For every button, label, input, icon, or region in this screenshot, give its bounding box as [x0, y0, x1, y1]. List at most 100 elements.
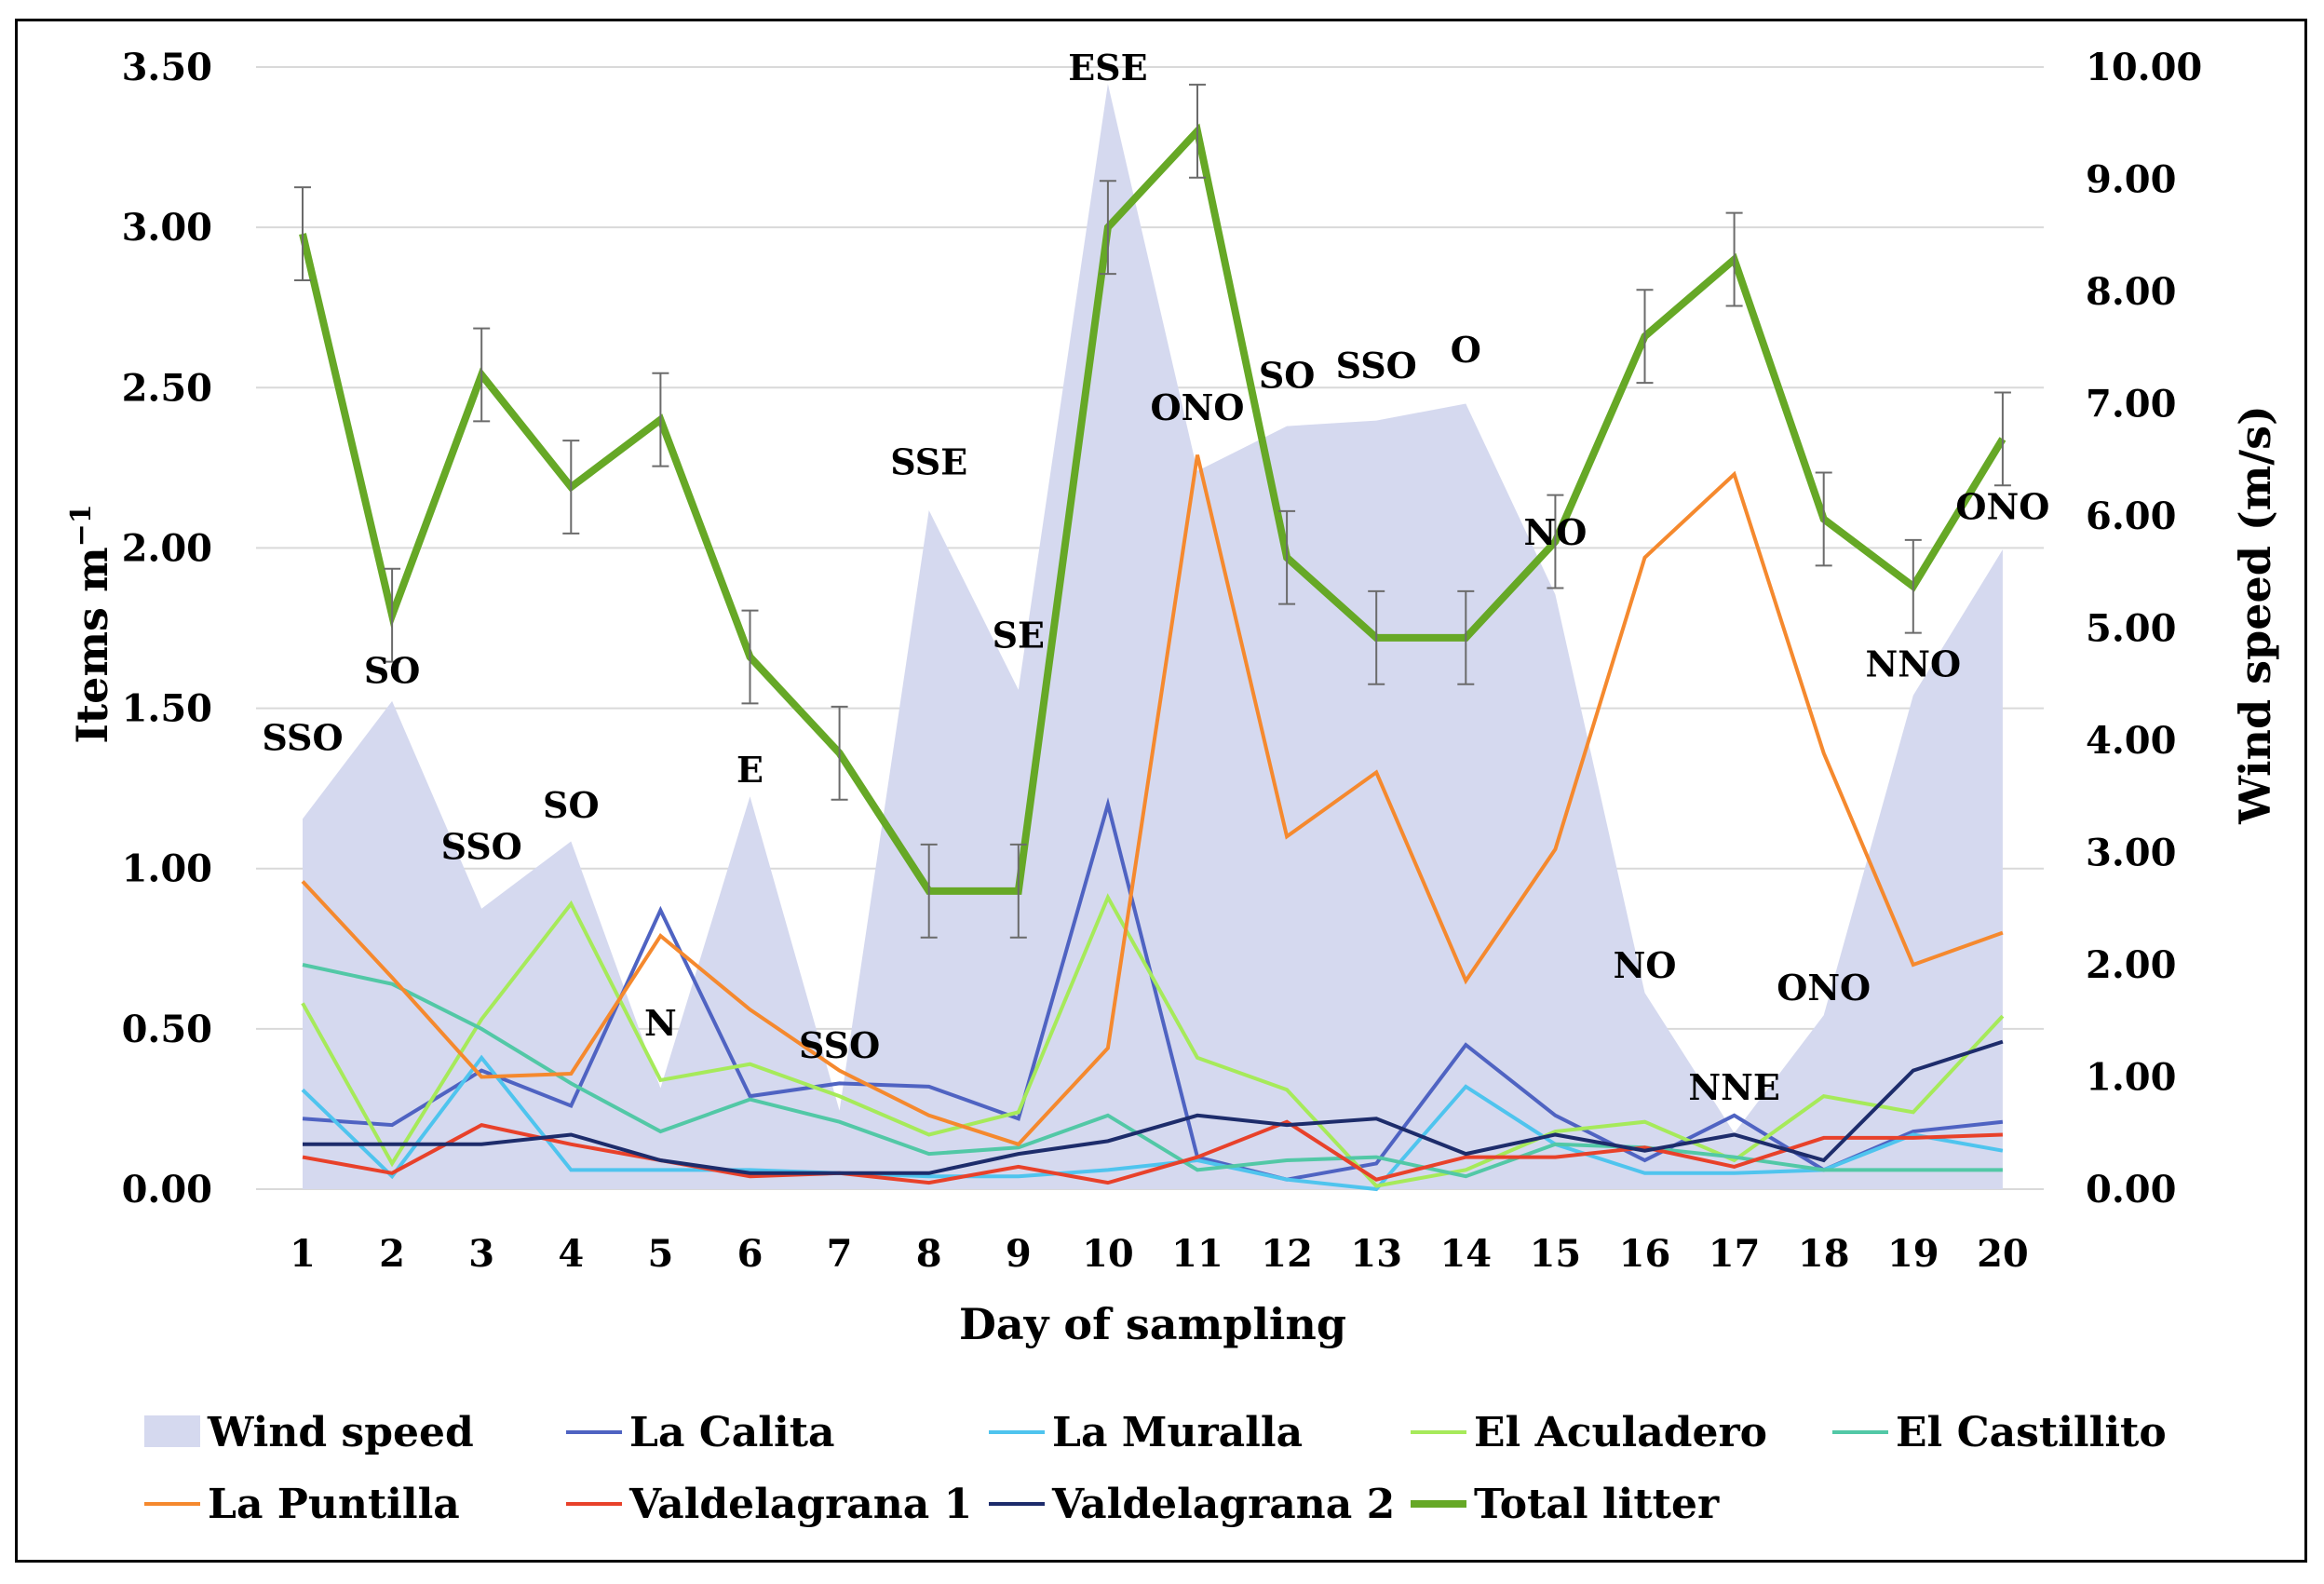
wind-direction-label: ONO	[1151, 386, 1245, 428]
x-tick-label: 4	[558, 1232, 584, 1276]
wind-direction-label: E	[736, 749, 763, 791]
wind-direction-label: SSO	[1336, 345, 1417, 386]
y-axis-title-exponent: −1	[65, 504, 98, 547]
y2-tick-label: 4.00	[2086, 719, 2176, 763]
error-bar	[741, 609, 759, 705]
legend-label: El Aculadero	[1474, 1409, 1767, 1456]
error-bars	[294, 83, 2011, 939]
legend-label: La Calita	[629, 1409, 835, 1456]
legend-item: El Aculadero	[1411, 1409, 1767, 1456]
x-tick-label: 2	[379, 1232, 405, 1276]
y-tick-label: 0.50	[122, 1008, 212, 1051]
y-tick-label: 2.50	[122, 366, 212, 410]
y-tick-label: 1.50	[122, 687, 212, 731]
x-tick-label: 16	[1619, 1232, 1671, 1276]
x-tick-label: 19	[1887, 1232, 1939, 1276]
error-bar	[1725, 211, 1743, 307]
legend-item: Valdelagrana 2	[989, 1481, 1395, 1528]
legend-item: La Puntilla	[144, 1481, 460, 1528]
wind-direction-label: SSO	[441, 826, 522, 868]
error-bar	[1636, 289, 1654, 385]
wind-direction-label: SO	[364, 649, 421, 691]
error-bar	[473, 327, 491, 423]
x-axis-title: Day of sampling	[959, 1299, 1346, 1349]
x-tick-label: 18	[1798, 1232, 1850, 1276]
error-bar	[1278, 509, 1296, 605]
wind-direction-label: NO	[1523, 511, 1587, 553]
x-tick-label: 9	[1006, 1232, 1032, 1276]
error-bar	[1815, 471, 1832, 567]
error-bar	[1009, 843, 1027, 939]
wind-direction-label: SE	[993, 614, 1045, 656]
series-line-la-muralla	[301, 1054, 2004, 1192]
wind-direction-label: NO	[1614, 944, 1677, 986]
wind-direction-label: SSE	[890, 440, 967, 482]
wind-direction-label: O	[1451, 329, 1481, 371]
x-tick-label: 7	[827, 1232, 853, 1276]
y2-tick-label: 2.00	[2086, 943, 2176, 987]
figure-frame	[15, 19, 2307, 1563]
error-bar	[1904, 538, 1922, 634]
x-tick-label: 20	[1977, 1232, 2029, 1276]
y-tick-label: 1.00	[122, 847, 212, 891]
x-tick-label: 15	[1530, 1232, 1582, 1276]
legend-item: Wind speed	[144, 1409, 474, 1456]
y2-tick-label: 5.00	[2086, 607, 2176, 651]
legend-item: Valdelagrana 1	[566, 1481, 972, 1528]
legend-label: El Castillito	[1896, 1409, 2167, 1456]
axis-ticks: 0.00 0.50 1.00 1.50 2.00 2.50 3.00 3.50 0.00 1.00…	[122, 46, 2203, 1276]
series-line-el-castillito	[302, 963, 2003, 1179]
y-tick-label: 2.00	[122, 526, 212, 570]
wind-direction-label: SO	[543, 784, 600, 826]
error-bar	[1368, 589, 1385, 685]
x-tick-label: 6	[737, 1232, 763, 1276]
legend: Wind speed La Calita La Muralla El Aculader…	[144, 1409, 2167, 1528]
x-tick-label: 8	[916, 1232, 942, 1276]
error-bar	[1189, 83, 1206, 179]
error-bar	[384, 567, 401, 663]
series-line-la-puntilla	[301, 454, 2004, 1147]
wind-direction-label: SSO	[262, 717, 343, 759]
wind-direction-label: ONO	[1955, 486, 2049, 528]
wind-speed-area-layer	[303, 84, 2003, 1190]
y-tick-label: 3.00	[122, 206, 212, 250]
legend-label: Valdelagrana 1	[628, 1481, 972, 1528]
error-bar	[652, 372, 669, 467]
error-bar	[1457, 589, 1475, 685]
error-bar	[920, 843, 938, 939]
series-line-total-litter	[299, 123, 2006, 895]
legend-item: La Muralla	[989, 1409, 1303, 1456]
y-axis-title-base: Items m	[67, 547, 117, 743]
wind-direction-label: NNE	[1688, 1066, 1779, 1108]
x-tick-label: 11	[1171, 1232, 1223, 1276]
legend-label: La Muralla	[1052, 1409, 1303, 1456]
series-line-valdelagrana-1	[302, 1119, 2003, 1185]
legend-label: Total litter	[1474, 1481, 1720, 1528]
y2-tick-label: 10.00	[2086, 46, 2202, 89]
y-tick-label: 3.50	[122, 46, 212, 89]
wind-direction-label: SO	[1259, 355, 1316, 397]
wind-direction-label: ESE	[1068, 47, 1147, 88]
x-tick-label: 1	[290, 1232, 316, 1276]
error-bar	[1099, 180, 1116, 276]
error-bar	[831, 705, 848, 801]
legend-item: El Castillito	[1832, 1409, 2167, 1456]
y2-tick-label: 7.00	[2086, 383, 2176, 426]
y2-axis-title: Wind speed (m/s)	[2230, 405, 2280, 825]
x-tick-label: 13	[1350, 1232, 1402, 1276]
y-tick-label: 0.00	[122, 1168, 212, 1212]
x-tick-label: 10	[1082, 1232, 1134, 1276]
wind-direction-label: SSO	[799, 1024, 880, 1066]
legend-label: Valdelagrana 2	[1051, 1481, 1395, 1528]
legend-label: Wind speed	[207, 1409, 474, 1456]
y-axis-title: Items m−1	[65, 504, 117, 743]
x-tick-label: 12	[1261, 1232, 1313, 1276]
series-lines	[299, 123, 2006, 1192]
x-tick-label: 17	[1709, 1232, 1761, 1276]
y2-tick-label: 3.00	[2086, 832, 2176, 875]
legend-item: Total litter	[1411, 1481, 1720, 1528]
legend-item: La Calita	[566, 1409, 835, 1456]
legend-label: La Puntilla	[208, 1481, 460, 1528]
